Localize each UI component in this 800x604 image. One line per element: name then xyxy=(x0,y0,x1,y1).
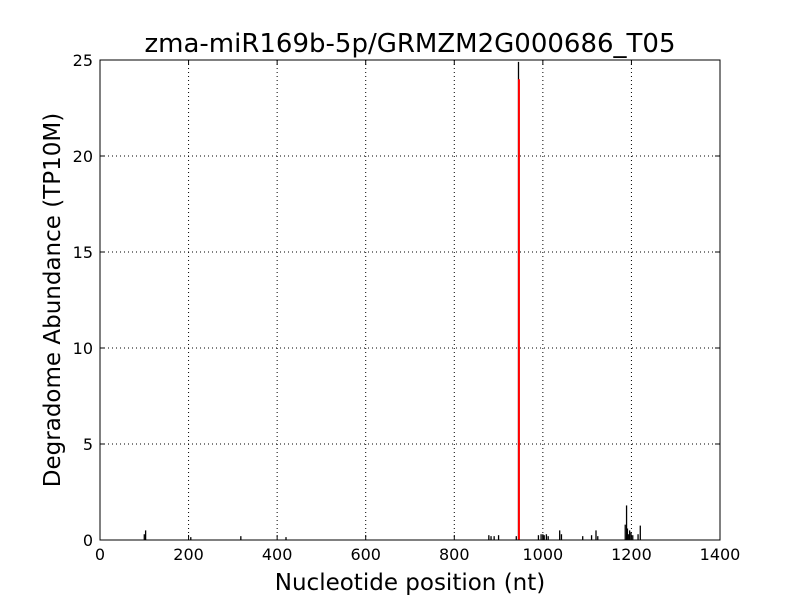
chart-title: zma-miR169b-5p/GRMZM2G000686_T05 xyxy=(144,29,675,59)
data-bars xyxy=(143,61,641,540)
y-tick-label: 5 xyxy=(83,435,93,454)
x-axis-label: Nucleotide position (nt) xyxy=(275,570,545,596)
y-tick-label: 10 xyxy=(73,339,93,358)
y-tick-label: 25 xyxy=(73,51,93,70)
y-tick-label: 0 xyxy=(83,531,93,550)
x-tick-label: 400 xyxy=(262,545,293,564)
x-tick-label: 1200 xyxy=(611,545,652,564)
y-tick-label: 20 xyxy=(73,147,93,166)
axis-ticks: 0 200 400 600 800 1000 1200 1400 0 5 10 15 20 25 xyxy=(73,51,741,564)
x-tick-label: 1400 xyxy=(700,545,741,564)
grid-lines xyxy=(100,60,720,540)
x-tick-label: 0 xyxy=(95,545,105,564)
x-tick-label: 800 xyxy=(439,545,470,564)
x-tick-label: 1000 xyxy=(522,545,563,564)
y-tick-label: 15 xyxy=(73,243,93,262)
x-tick-label: 600 xyxy=(350,545,381,564)
y-axis-label: Degradome Abundance (TP10M) xyxy=(40,113,66,487)
plot-frame xyxy=(99,59,721,541)
x-tick-label: 200 xyxy=(173,545,204,564)
